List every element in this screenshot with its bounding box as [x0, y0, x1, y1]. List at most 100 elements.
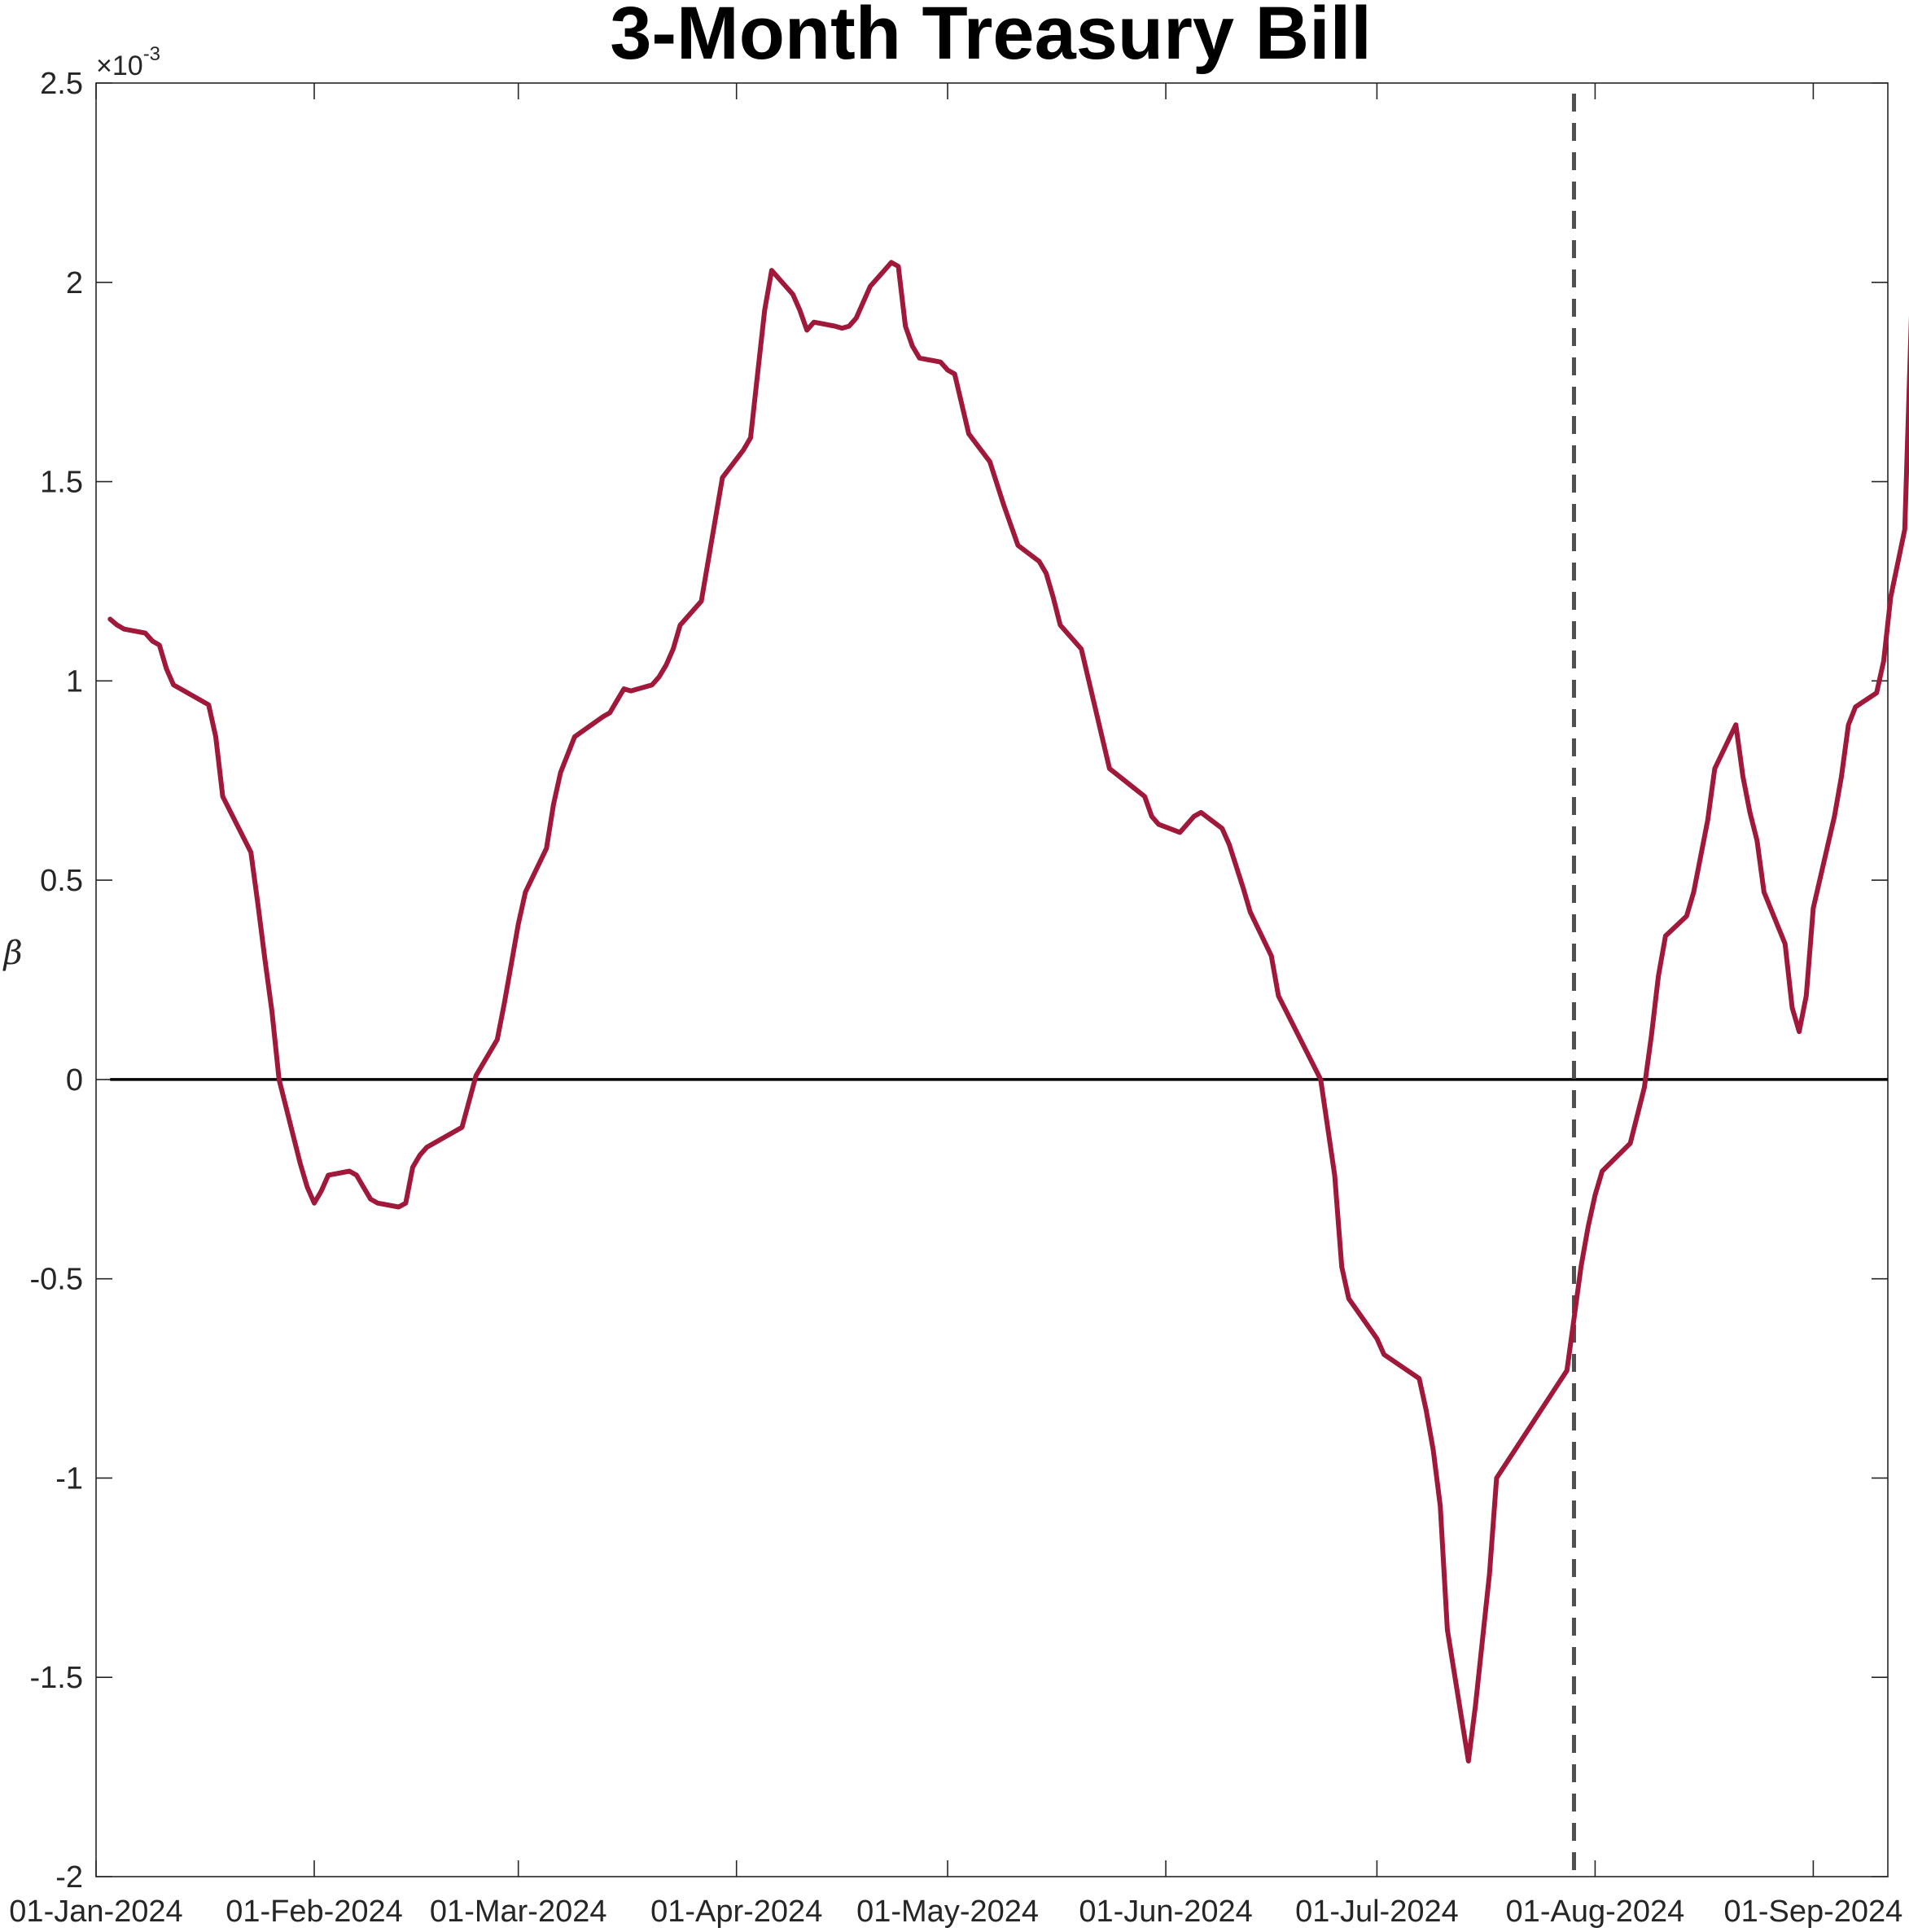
- data-point: [1712, 766, 1717, 771]
- data-point: [248, 850, 253, 855]
- data-point: [1424, 1408, 1429, 1413]
- data-point: [347, 1169, 352, 1174]
- data-point: [1001, 503, 1006, 508]
- data-point: [150, 638, 155, 643]
- data-point: [882, 268, 887, 273]
- data-point: [122, 627, 127, 632]
- data-point: [1431, 1448, 1436, 1452]
- data-point: [1177, 830, 1182, 835]
- data-point: [839, 326, 844, 331]
- data-point: [523, 890, 528, 895]
- data-point: [1762, 890, 1767, 895]
- data-point: [657, 674, 662, 679]
- data-point: [1142, 794, 1147, 799]
- y-tick-label: -1: [55, 1461, 83, 1496]
- y-tick-label: 2: [66, 266, 83, 300]
- svg-text:×10-3: ×10-3: [96, 43, 160, 81]
- data-point: [1198, 810, 1203, 815]
- x-tick-label: 01-Jun-2024: [1079, 1895, 1252, 1929]
- data-point: [1628, 1141, 1633, 1146]
- x-tick-label: 01-Jul-2024: [1295, 1895, 1459, 1929]
- data-point: [572, 734, 577, 739]
- data-point: [213, 734, 218, 739]
- data-point: [748, 436, 753, 440]
- data-point: [896, 264, 901, 269]
- data-point: [868, 284, 873, 289]
- data-point: [1184, 822, 1189, 827]
- data-point: [1748, 810, 1753, 815]
- data-point: [1684, 913, 1689, 918]
- data-point: [671, 646, 676, 651]
- data-point: [1016, 543, 1021, 548]
- data-point: [1804, 993, 1809, 998]
- x-tick-label: 01-Jan-2024: [9, 1895, 182, 1929]
- data-point: [966, 432, 971, 436]
- data-point: [501, 1001, 506, 1006]
- data-point: [621, 686, 626, 691]
- data-point: [1810, 905, 1815, 910]
- data-point: [1600, 1169, 1605, 1174]
- data-point: [699, 598, 704, 603]
- data-point: [755, 371, 760, 376]
- data-point: [1832, 814, 1837, 819]
- data-point: [418, 1153, 423, 1158]
- data-point: [375, 1201, 380, 1206]
- data-point: [720, 475, 725, 480]
- data-point: [1649, 1033, 1654, 1038]
- data-point: [263, 957, 268, 962]
- data-point: [107, 617, 112, 622]
- data-point: [1276, 993, 1281, 998]
- data-point: [812, 320, 817, 325]
- data-point: [1586, 1224, 1591, 1229]
- data-point: [938, 360, 943, 365]
- data-point: [509, 962, 514, 966]
- data-point: [1044, 571, 1049, 576]
- data-point: [551, 802, 556, 807]
- x-tick-label: 01-Feb-2024: [225, 1895, 403, 1929]
- data-point: [354, 1172, 359, 1177]
- data-point: [221, 794, 225, 799]
- data-point: [1290, 1021, 1295, 1026]
- data-point: [1487, 1571, 1492, 1576]
- data-point: [1572, 1316, 1577, 1321]
- data-point: [783, 284, 788, 289]
- data-point: [164, 667, 169, 672]
- data-point: [1578, 1264, 1583, 1269]
- data-point: [326, 1172, 331, 1177]
- data-point: [945, 368, 950, 373]
- data-point: [987, 459, 992, 464]
- data-point: [1635, 1113, 1640, 1118]
- data-point: [277, 1077, 282, 1082]
- y-tick-label: 0: [66, 1063, 83, 1097]
- data-point: [558, 770, 563, 775]
- data-point: [1333, 1172, 1338, 1177]
- data-point: [1783, 941, 1788, 946]
- x-tick-label: 01-Apr-2024: [650, 1895, 822, 1929]
- y-axis-exponent: ×10-3: [96, 43, 160, 81]
- data-point: [1846, 722, 1851, 727]
- data-point: [1318, 1077, 1323, 1082]
- data-point: [368, 1197, 373, 1202]
- data-point: [474, 1073, 479, 1078]
- data-point: [1642, 1085, 1647, 1090]
- data-point: [1740, 774, 1745, 779]
- chart-title: 3-Month Treasury Bill: [610, 0, 1372, 75]
- data-point: [1248, 909, 1253, 914]
- data-point: [396, 1205, 401, 1210]
- data-point: [495, 1037, 500, 1042]
- data-point: [304, 1185, 309, 1189]
- data-point: [1853, 704, 1858, 709]
- data-point: [1374, 1336, 1379, 1341]
- x-tick-label: 01-Mar-2024: [430, 1895, 607, 1929]
- data-point: [889, 260, 894, 265]
- data-point: [1219, 826, 1224, 831]
- data-point: [833, 324, 838, 329]
- data-point: [1797, 1029, 1802, 1034]
- data-point: [1227, 842, 1232, 847]
- data-point: [1149, 814, 1154, 819]
- data-point: [678, 623, 683, 628]
- y-tick-label: -1.5: [30, 1661, 83, 1695]
- data-point: [1874, 690, 1879, 695]
- data-point: [1057, 623, 1062, 628]
- plot-area: -2 -1.5 -1 -0.5 0 0.5 1 1.5 2 2.5 01-Jan-2024 01-Fe…: [9, 67, 1909, 1929]
